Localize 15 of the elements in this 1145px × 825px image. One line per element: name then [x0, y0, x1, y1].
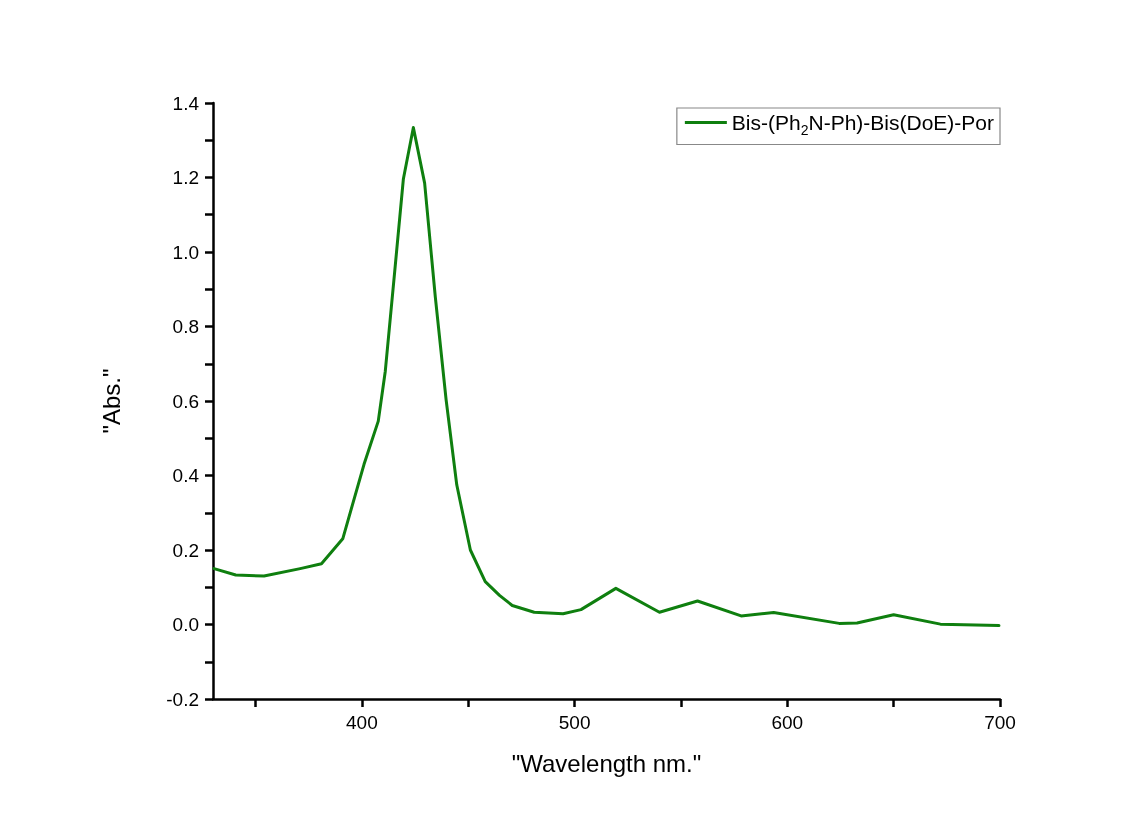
y-tick-label: 0.2: [172, 539, 199, 561]
y-tick-label: 1.0: [172, 241, 199, 263]
y-axis-title: "Abs.": [97, 368, 125, 434]
y-tick-label: 0.0: [172, 614, 199, 635]
y-tick-label: 0.4: [172, 465, 200, 486]
y-tick-label: 0.8: [172, 316, 199, 337]
x-tick-label: 500: [558, 712, 591, 733]
y-tick-label: 1.4: [172, 92, 200, 114]
x-tick-label: 600: [771, 712, 804, 733]
x-tick-label: 400: [346, 712, 378, 733]
y-tick-label: -0.2: [166, 688, 199, 710]
y-tick-label: 1.2: [172, 167, 199, 188]
x-axis-title: "Wavelength nm.": [511, 749, 702, 777]
x-tick-label: 700: [984, 712, 1016, 733]
y-tick-label: 0.6: [172, 390, 199, 412]
